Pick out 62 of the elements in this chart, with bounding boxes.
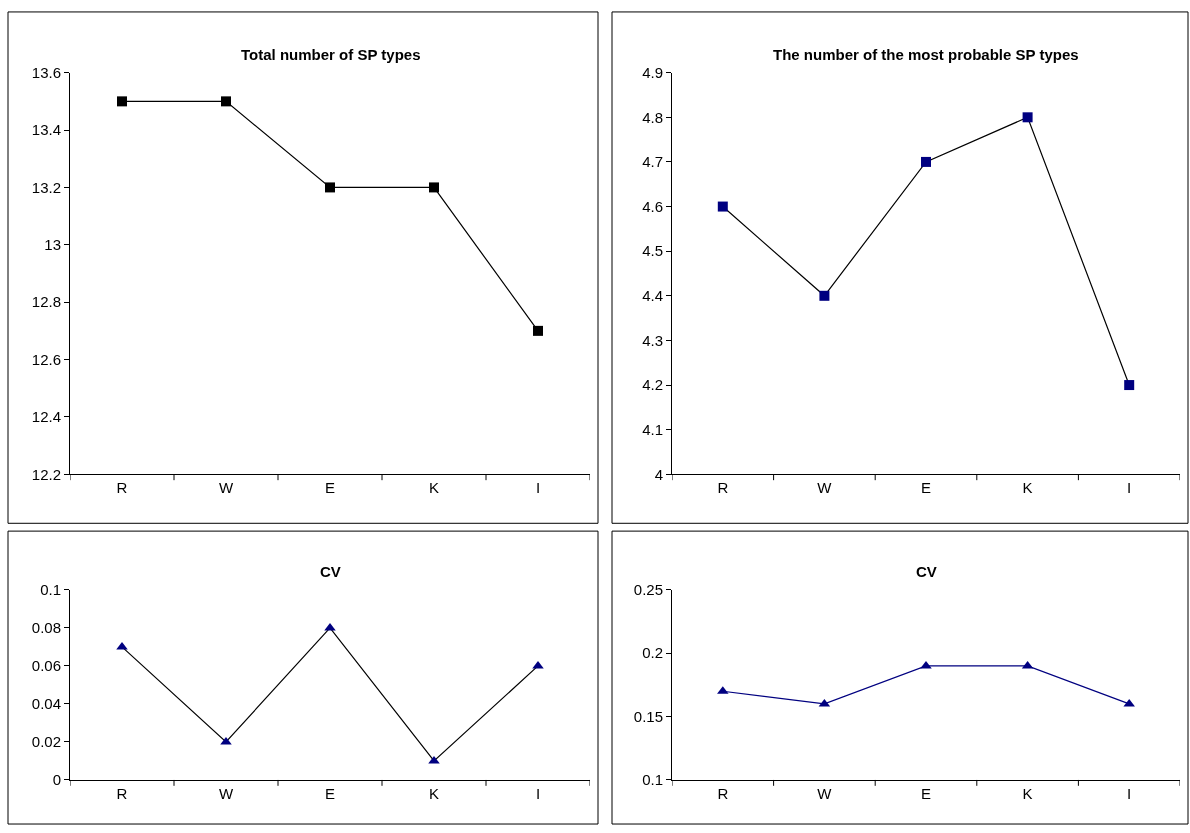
x-tick-label: I	[535, 784, 541, 802]
y-tick-label: 4.6	[642, 197, 663, 215]
y-tick-label: 12.8	[31, 293, 61, 311]
y-tick-label: 0.25	[633, 581, 663, 599]
x-tick-label: E	[324, 784, 336, 802]
y-tick-label: 0.06	[31, 657, 61, 675]
y-tick-label: 0.04	[31, 695, 61, 713]
x-tick-label: W	[218, 784, 234, 802]
y-tick-label: 12.4	[31, 408, 61, 426]
point	[1124, 380, 1135, 391]
y-tick-label: 13.6	[31, 63, 61, 81]
x-tick-label: W	[817, 784, 833, 802]
y-tick-label: 13	[44, 236, 61, 254]
y-tick-label: 4.5	[642, 242, 663, 260]
y-tick-label: 12.6	[31, 350, 61, 368]
x-tick-label: W	[218, 479, 234, 497]
point	[429, 182, 439, 193]
y-tick-label: 0.2	[642, 644, 663, 662]
point	[819, 290, 830, 301]
point	[117, 96, 127, 107]
x-tick-label: R	[116, 784, 128, 802]
y-tick-label: 4.2	[642, 376, 663, 394]
point	[921, 156, 931, 167]
x-tick-label: K	[428, 784, 440, 802]
x-tick-label: K	[1022, 479, 1033, 497]
x-tick-label: E	[920, 784, 932, 802]
point	[1022, 112, 1033, 123]
y-tick-label: 4.1	[642, 420, 663, 438]
y-tick-label: 4.8	[642, 108, 663, 126]
point	[221, 96, 231, 107]
x-tick-label: I	[535, 479, 541, 497]
y-tick-label: 4.4	[642, 287, 663, 305]
chart-title: CV	[916, 563, 937, 580]
y-tick-label: 4.7	[642, 153, 663, 171]
y-tick-label: 13.2	[31, 178, 61, 196]
x-tick-label: K	[1022, 784, 1033, 802]
point	[717, 201, 728, 212]
x-tick-label: R	[717, 784, 729, 802]
y-tick-label: 4.3	[642, 331, 663, 349]
y-tick-label: 0.08	[31, 619, 61, 637]
y-tick-label: 12.2	[31, 465, 61, 483]
y-tick-label: 13.4	[31, 121, 61, 139]
chart-title: Total number of SP types	[241, 46, 421, 63]
x-tick-label: I	[1127, 479, 1132, 497]
y-tick-label: 0.15	[633, 707, 663, 725]
x-tick-label: E	[324, 479, 336, 497]
point	[533, 325, 543, 336]
y-tick-label: 0.1	[642, 771, 663, 789]
x-tick-label: K	[428, 479, 440, 497]
y-tick-label: 4	[654, 465, 663, 483]
x-tick-label: W	[817, 479, 833, 497]
x-tick-label: R	[116, 479, 128, 497]
x-tick-label: I	[1127, 784, 1132, 802]
chart-title: The number of the most probable SP types	[773, 46, 1079, 63]
point	[325, 182, 335, 193]
x-tick-label: R	[717, 479, 729, 497]
y-tick-label: 0.02	[31, 733, 61, 751]
chart-title: CV	[320, 563, 341, 580]
y-tick-label: 4.9	[642, 63, 663, 81]
x-tick-label: E	[920, 479, 932, 497]
y-tick-label: 0.1	[40, 581, 61, 599]
y-tick-label: 0	[52, 771, 61, 789]
